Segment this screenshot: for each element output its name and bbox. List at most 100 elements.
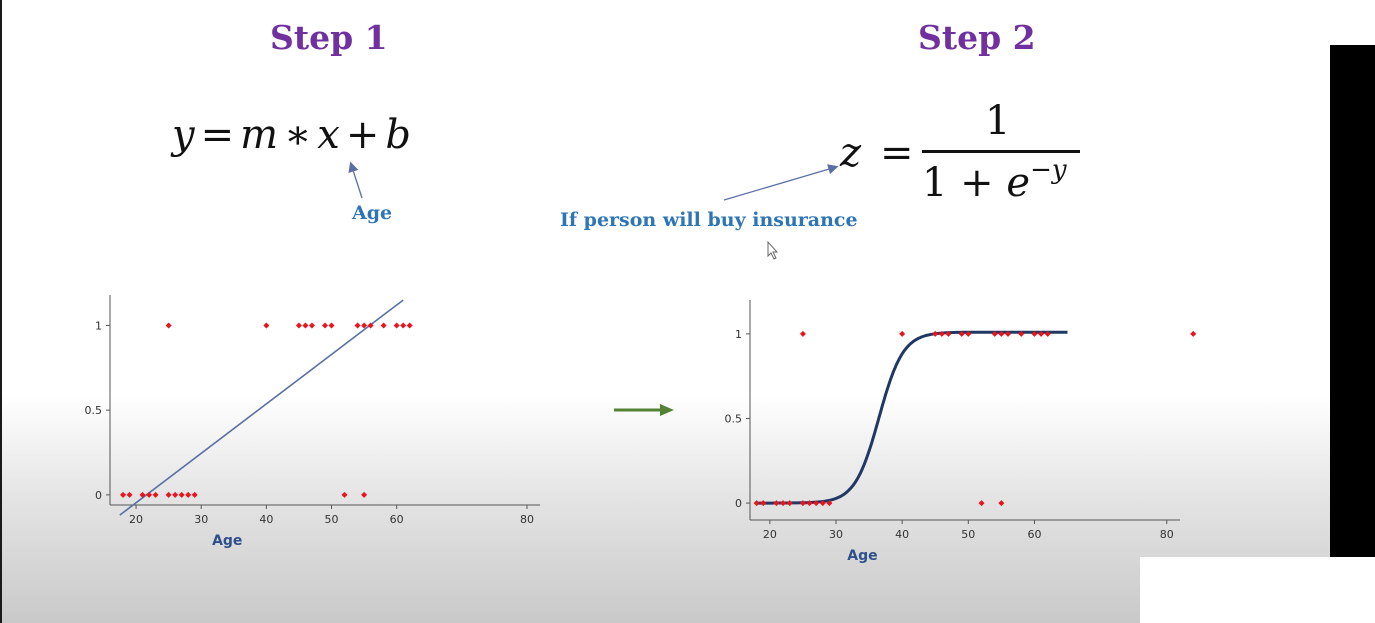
eq2-z: z [840,130,862,176]
eq1-equals: = [200,112,235,158]
eq2-den-prefix: 1 + [922,160,1007,206]
data-point [1044,330,1051,337]
data-point [328,322,335,329]
eq2-equals: = [880,130,914,176]
x-axis-label: Age [847,548,877,564]
eq1-y: y [172,112,195,158]
data-point [753,500,760,507]
data-point [932,330,939,337]
sigmoid-chart: 20 30 40 50 60 80 0 0.5 1 Age [725,300,1197,564]
data-point [178,491,185,498]
data-point [126,491,133,498]
background-fade [0,395,1330,623]
data-point [773,500,780,507]
data-point [172,491,179,498]
data-point [965,330,972,337]
data-point [308,322,315,329]
eq2-denominator: 1 + e−y [922,155,1067,206]
eq1-b: b [385,112,411,158]
data-point [361,322,368,329]
eq1-plus: + [345,112,380,158]
x-tick-label: 30 [829,528,843,541]
x-tick-label: 80 [520,513,534,526]
left-border [0,0,2,623]
data-point [958,330,965,337]
data-point [393,322,400,329]
data-point [1018,330,1025,337]
eq1-times: ∗ [284,112,312,158]
insurance-pointer-arrow [723,164,839,201]
data-point [322,322,328,329]
insurance-annotation: If person will buy insurance [560,209,858,231]
data-point [341,491,348,498]
data-point [152,491,159,498]
data-point [1031,330,1038,337]
data-point [760,500,767,507]
data-point [263,322,270,329]
regression-line [119,299,404,516]
data-point [165,491,172,498]
sigmoid-curve [756,330,1068,505]
data-point [367,322,374,329]
data-point [799,330,806,337]
eq1-x: x [317,112,340,158]
right-black-strip [1330,0,1375,557]
data-point [185,491,192,498]
data-point [361,491,368,498]
x-tick-label: 30 [194,513,208,526]
linear-equation: y = m ∗ x + b [172,112,411,158]
data-point [899,330,906,337]
data-point [1038,330,1045,337]
data-point [938,330,945,337]
data-point [826,500,833,507]
mouse-cursor-icon [767,240,779,260]
right-top-patch [1330,0,1375,45]
y-tick-label: 1 [735,328,742,341]
y-tick-label: 1 [95,319,102,332]
corner-patch [1140,557,1375,623]
data-point [191,491,198,498]
eq2-exponent: −y [1030,155,1067,185]
age-pointer-arrow [348,161,363,199]
data-point [813,500,820,507]
x-tick-label: 50 [961,528,975,541]
y-tick-label: 0.5 [85,404,103,417]
data-point [806,500,813,507]
data-point [120,491,127,498]
data-point [406,322,413,329]
data-point [978,500,985,507]
data-point [945,330,952,337]
data-point [165,322,172,329]
data-point [786,500,793,507]
x-tick-label: 50 [325,513,339,526]
y-tick-label: 0 [735,497,742,510]
x-tick-label: 60 [1027,528,1041,541]
data-point [998,500,1005,507]
age-annotation: Age [352,202,393,224]
fraction-bar [922,150,1080,153]
x-tick-label: 20 [129,513,143,526]
step2-title: Step 2 [918,18,1036,57]
data-point [1190,330,1197,337]
eq2-numerator: 1 [985,98,1011,144]
x-tick-label: 40 [259,513,273,526]
data-point [354,322,361,329]
data-point [146,491,153,498]
data-point [139,491,146,498]
eq1-m: m [240,112,279,158]
x-axis-label: Age [212,533,242,549]
data-point [799,500,806,507]
step1-title: Step 1 [270,18,388,57]
transition-arrow-icon [614,404,674,416]
data-point [780,500,787,507]
data-point [1005,330,1011,337]
data-point [400,322,407,329]
x-tick-label: 60 [390,513,404,526]
data-point [295,322,302,329]
eq2-e: e [1006,160,1031,206]
x-tick-label: 40 [895,528,909,541]
data-point [302,322,309,329]
x-tick-label: 80 [1160,528,1174,541]
data-point [819,500,826,507]
data-point [998,330,1005,337]
